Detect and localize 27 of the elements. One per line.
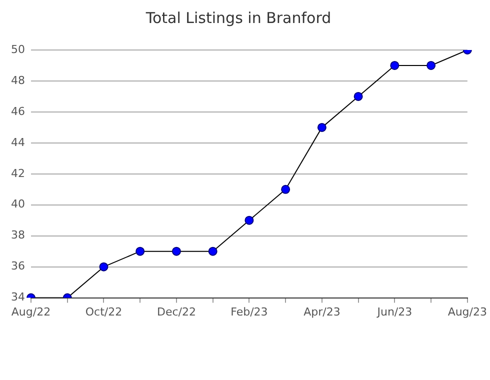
- x-tick-label: Aug/23: [448, 305, 488, 318]
- chart-title: Total Listings in Branford: [144, 8, 332, 27]
- point: [354, 92, 363, 101]
- y-tick-label: 38: [10, 228, 25, 242]
- y-tick-label: 44: [10, 136, 25, 149]
- x-tick-label: Feb/23: [230, 305, 268, 318]
- x-tick-label: Oct/22: [85, 305, 122, 318]
- x-tick-label: Jun/23: [376, 305, 412, 318]
- point: [136, 246, 145, 256]
- point: [208, 246, 218, 256]
- y-tick-label: 36: [10, 260, 25, 273]
- point: [426, 60, 436, 70]
- y-tick-label: 34: [10, 290, 25, 304]
- x-tick-label: Dec/22: [156, 305, 196, 318]
- y-tick-label: 50: [10, 42, 25, 56]
- point: [390, 60, 400, 70]
- y-tick-label: 42: [10, 166, 25, 180]
- point: [244, 216, 254, 225]
- y-tick-label: 48: [10, 74, 25, 87]
- point: [317, 122, 326, 132]
- point: [99, 262, 108, 272]
- point: [281, 184, 290, 194]
- point: [172, 246, 181, 256]
- y-tick-label: 46: [10, 104, 25, 118]
- x-tick-label: Aug/22: [11, 305, 51, 318]
- x-tick-label: Apr/23: [304, 305, 340, 318]
- y-tick-label: 40: [10, 198, 25, 211]
